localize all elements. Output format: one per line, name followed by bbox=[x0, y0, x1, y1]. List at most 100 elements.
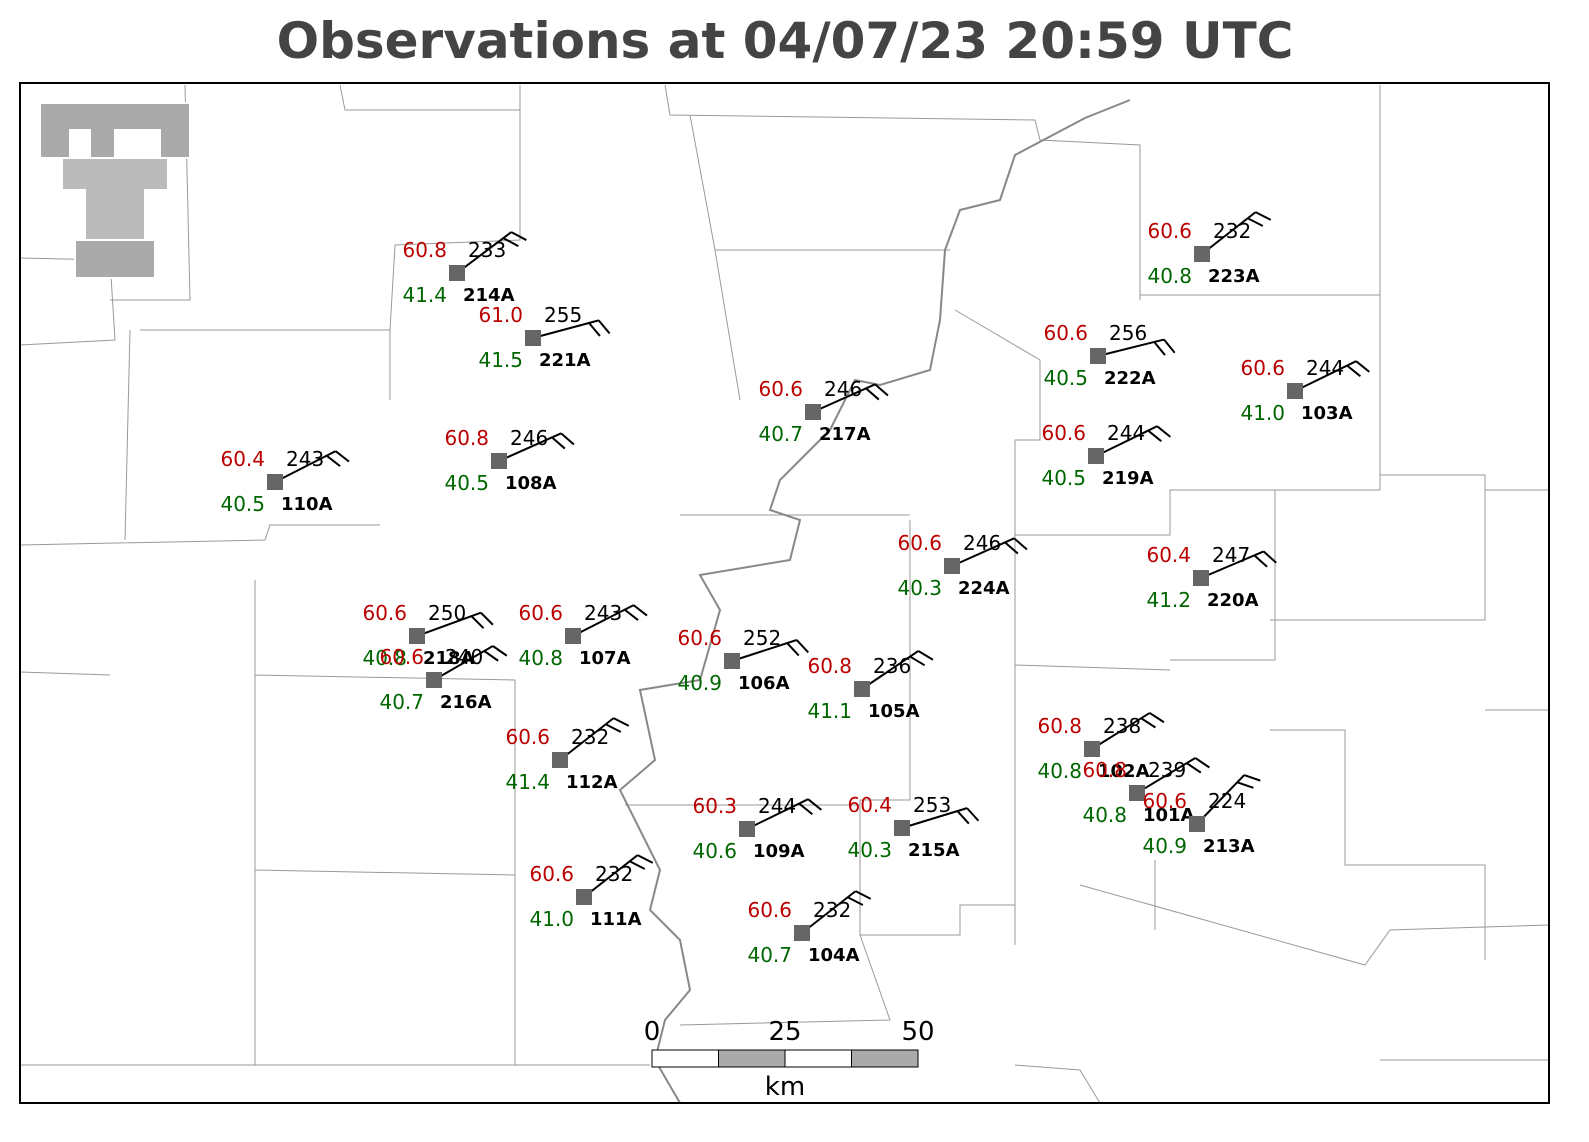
station-id: 223A bbox=[1208, 266, 1260, 287]
wind-barb-feather bbox=[1140, 717, 1156, 729]
station-id: 102A bbox=[1098, 761, 1150, 782]
station-marker bbox=[409, 628, 425, 644]
wind-barb-feather bbox=[865, 387, 880, 401]
wind-barb-shaft bbox=[1095, 425, 1158, 457]
wind-direction: 255 bbox=[544, 303, 582, 327]
wind-barb-feather bbox=[966, 807, 980, 822]
dewpoint: 40.9 bbox=[677, 671, 722, 695]
station-id: 217A bbox=[819, 424, 871, 445]
station-marker bbox=[426, 672, 442, 688]
station-marker bbox=[1090, 348, 1106, 364]
temperature: 60.8 bbox=[807, 654, 852, 678]
temperature: 60.6 bbox=[1043, 321, 1088, 345]
wind-direction: 246 bbox=[963, 531, 1001, 555]
wind-barb-shaft bbox=[901, 807, 968, 829]
wind-barb-feather bbox=[909, 655, 926, 667]
station-id: 219A bbox=[1102, 468, 1154, 489]
station: 60.6 40.9 252 106A bbox=[677, 626, 809, 695]
station: 60.6 40.5 244 219A bbox=[1041, 421, 1171, 490]
dewpoint: 40.7 bbox=[379, 690, 424, 714]
station-marker bbox=[1129, 785, 1145, 801]
wind-barb-feather bbox=[1194, 757, 1210, 769]
wind-barb-feather bbox=[1255, 211, 1272, 221]
wind-barb-shaft bbox=[1201, 211, 1257, 255]
wind-barb-feather bbox=[1147, 429, 1162, 443]
wind-direction: 246 bbox=[510, 426, 548, 450]
wind-barb-feather bbox=[795, 639, 809, 654]
temperature: 60.6 bbox=[379, 645, 424, 669]
wind-barb-feather bbox=[588, 322, 601, 337]
dewpoint: 41.4 bbox=[505, 770, 550, 794]
station-marker bbox=[1194, 246, 1210, 262]
dewpoint: 40.8 bbox=[1037, 759, 1082, 783]
temperature: 61.0 bbox=[478, 303, 523, 327]
station: 60.6 41.0 244 103A bbox=[1240, 356, 1370, 425]
wind-barb-feather bbox=[597, 319, 611, 335]
wind-barb-shaft bbox=[801, 890, 857, 934]
wind-barb-feather bbox=[613, 717, 630, 727]
station: 60.4 40.3 253 215A bbox=[847, 793, 980, 862]
wind-barb-feather bbox=[1153, 341, 1166, 356]
station: 60.8 40.8 239 101A bbox=[1082, 757, 1210, 827]
scale-unit: km bbox=[765, 1072, 805, 1102]
wind-barb-feather bbox=[917, 650, 934, 661]
wind-barb-feather bbox=[1149, 712, 1165, 724]
station-marker bbox=[739, 821, 755, 837]
station-id: 110A bbox=[281, 494, 333, 515]
station-marker bbox=[794, 925, 810, 941]
scale-label: 25 bbox=[768, 1017, 801, 1047]
station-marker bbox=[1193, 570, 1209, 586]
wind-direction: 243 bbox=[286, 447, 324, 471]
dewpoint: 40.3 bbox=[897, 576, 942, 600]
wind-barb-feather bbox=[502, 237, 519, 247]
wind-barb-feather bbox=[1163, 338, 1176, 354]
temperature: 60.6 bbox=[897, 531, 942, 555]
temperature: 60.6 bbox=[1041, 421, 1086, 445]
station-id: 216A bbox=[440, 692, 492, 713]
wind-barb-feather bbox=[624, 608, 639, 621]
station-marker bbox=[552, 752, 568, 768]
station-id: 111A bbox=[590, 909, 642, 930]
dewpoint: 40.8 bbox=[1147, 264, 1192, 288]
scale-segment bbox=[651, 1049, 719, 1068]
wind-barb-shaft bbox=[274, 450, 337, 483]
dewpoint: 40.8 bbox=[1082, 803, 1127, 827]
wind-barb-shaft bbox=[583, 854, 639, 898]
wind-barb-shaft bbox=[1097, 338, 1165, 357]
wind-barb-feather bbox=[551, 436, 566, 450]
temperature: 60.6 bbox=[518, 601, 563, 625]
station-marker bbox=[525, 330, 541, 346]
wind-direction: 252 bbox=[743, 626, 781, 650]
wind-barb-feather bbox=[1186, 762, 1202, 774]
scale-label: 50 bbox=[901, 1017, 934, 1047]
temperature: 60.4 bbox=[847, 793, 892, 817]
temperature: 60.8 bbox=[402, 238, 447, 262]
wind-barb-shaft bbox=[731, 639, 797, 662]
temperature: 60.6 bbox=[747, 898, 792, 922]
station: 60.6 41.4 232 112A bbox=[505, 717, 630, 794]
wind-direction: 240 bbox=[445, 645, 483, 669]
temperature: 60.6 bbox=[1240, 356, 1285, 380]
station-id: 108A bbox=[505, 473, 557, 494]
station-id: 105A bbox=[868, 701, 920, 722]
wind-barb-feather bbox=[1355, 360, 1370, 373]
wind-barb-feather bbox=[956, 810, 970, 825]
temperature: 60.4 bbox=[1146, 543, 1191, 567]
station-id: 221A bbox=[539, 350, 591, 371]
station-id: 107A bbox=[579, 648, 631, 669]
dewpoint: 40.8 bbox=[362, 646, 407, 670]
station: 60.8 40.5 246 108A bbox=[444, 426, 575, 495]
wind-barb-feather bbox=[874, 383, 889, 397]
station-id: 220A bbox=[1207, 590, 1259, 611]
wind-direction: 236 bbox=[873, 654, 911, 678]
wind-barb-shaft bbox=[456, 231, 512, 274]
station-marker bbox=[449, 265, 465, 281]
wind-barb-feather bbox=[629, 860, 646, 870]
station-id: 101A bbox=[1143, 805, 1195, 826]
station: 60.6 40.8 232 223A bbox=[1147, 211, 1272, 288]
wind-barb-shaft bbox=[1136, 757, 1196, 794]
wind-barb-feather bbox=[1013, 537, 1028, 551]
dewpoint: 40.5 bbox=[220, 492, 265, 516]
temperature: 60.6 bbox=[505, 725, 550, 749]
